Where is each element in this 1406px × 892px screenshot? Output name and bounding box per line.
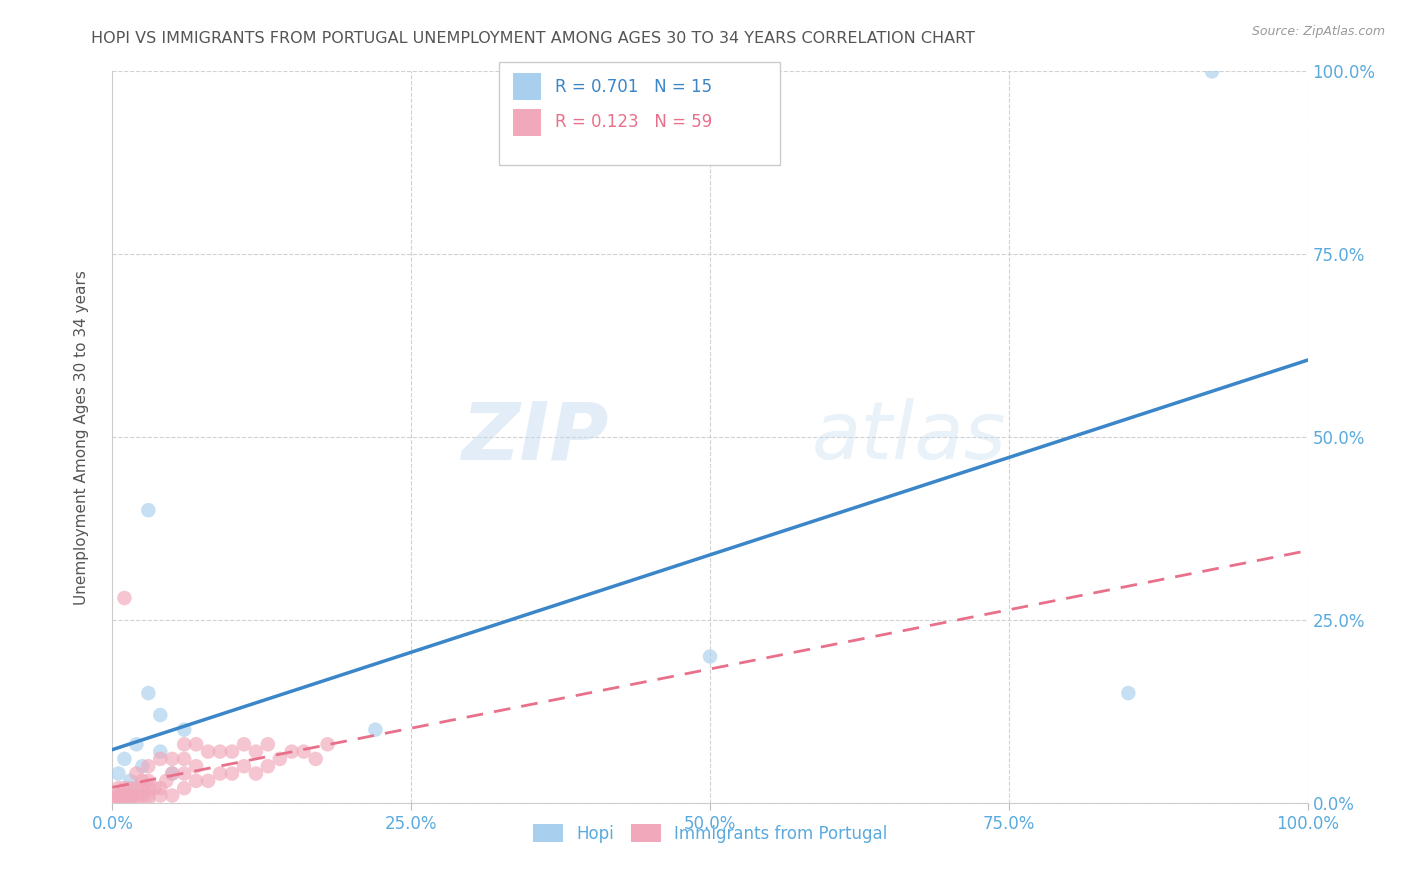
Point	[233, 759, 256, 773]
Text: atlas: atlas	[811, 398, 1007, 476]
Point	[186, 759, 208, 773]
Point	[138, 773, 160, 788]
Point	[131, 759, 153, 773]
Point	[162, 789, 183, 803]
Point	[107, 792, 129, 806]
Point	[114, 591, 135, 605]
Point	[114, 792, 135, 806]
Point	[149, 781, 172, 796]
Point	[107, 789, 129, 803]
Point	[138, 759, 160, 773]
Point	[699, 649, 721, 664]
Point	[107, 792, 129, 806]
Point	[149, 745, 172, 759]
Point	[120, 789, 142, 803]
Point	[149, 752, 172, 766]
Point	[111, 789, 134, 803]
Point	[305, 752, 328, 766]
Point	[114, 789, 135, 803]
Point	[155, 773, 177, 788]
Point	[257, 737, 280, 751]
Point	[209, 745, 232, 759]
Point	[1201, 64, 1223, 78]
Point	[138, 781, 160, 796]
Point	[186, 773, 208, 788]
Text: R = 0.123   N = 59: R = 0.123 N = 59	[555, 113, 713, 131]
Text: ZIP: ZIP	[461, 398, 609, 476]
Point	[245, 745, 267, 759]
Point	[114, 781, 135, 796]
Point	[1118, 686, 1140, 700]
Point	[173, 723, 195, 737]
Point	[364, 723, 387, 737]
Point	[120, 781, 142, 796]
Point	[162, 752, 183, 766]
Point	[162, 766, 183, 780]
Point	[125, 737, 148, 751]
Y-axis label: Unemployment Among Ages 30 to 34 years: Unemployment Among Ages 30 to 34 years	[75, 269, 89, 605]
Point	[143, 781, 166, 796]
Point	[173, 781, 195, 796]
Point	[257, 759, 280, 773]
Point	[107, 789, 129, 803]
Point	[138, 792, 160, 806]
Point	[233, 737, 256, 751]
Point	[138, 789, 160, 803]
Point	[111, 792, 134, 806]
Point	[114, 752, 135, 766]
Point	[173, 752, 195, 766]
Point	[138, 686, 160, 700]
Legend: Hopi, Immigrants from Portugal: Hopi, Immigrants from Portugal	[526, 818, 894, 849]
Point	[173, 737, 195, 751]
Point	[131, 789, 153, 803]
Text: HOPI VS IMMIGRANTS FROM PORTUGAL UNEMPLOYMENT AMONG AGES 30 TO 34 YEARS CORRELAT: HOPI VS IMMIGRANTS FROM PORTUGAL UNEMPLO…	[91, 31, 976, 46]
Point	[292, 745, 315, 759]
Point	[107, 781, 129, 796]
Point	[120, 792, 142, 806]
Point	[125, 766, 148, 780]
Point	[316, 737, 339, 751]
Text: R = 0.701   N = 15: R = 0.701 N = 15	[555, 78, 713, 95]
Point	[269, 752, 291, 766]
Point	[131, 773, 153, 788]
Point	[149, 708, 172, 723]
Point	[162, 766, 183, 780]
Point	[114, 789, 135, 803]
Point	[245, 766, 267, 780]
Point	[173, 766, 195, 780]
Point	[221, 766, 243, 780]
Point	[209, 766, 232, 780]
Point	[221, 745, 243, 759]
Point	[131, 781, 153, 796]
Point	[149, 789, 172, 803]
Point	[120, 773, 142, 788]
Point	[125, 781, 148, 796]
Text: Source: ZipAtlas.com: Source: ZipAtlas.com	[1251, 25, 1385, 38]
Point	[197, 773, 219, 788]
Point	[107, 766, 129, 780]
Point	[125, 789, 148, 803]
Point	[197, 745, 219, 759]
Point	[138, 503, 160, 517]
Point	[281, 745, 304, 759]
Point	[186, 737, 208, 751]
Point	[125, 792, 148, 806]
